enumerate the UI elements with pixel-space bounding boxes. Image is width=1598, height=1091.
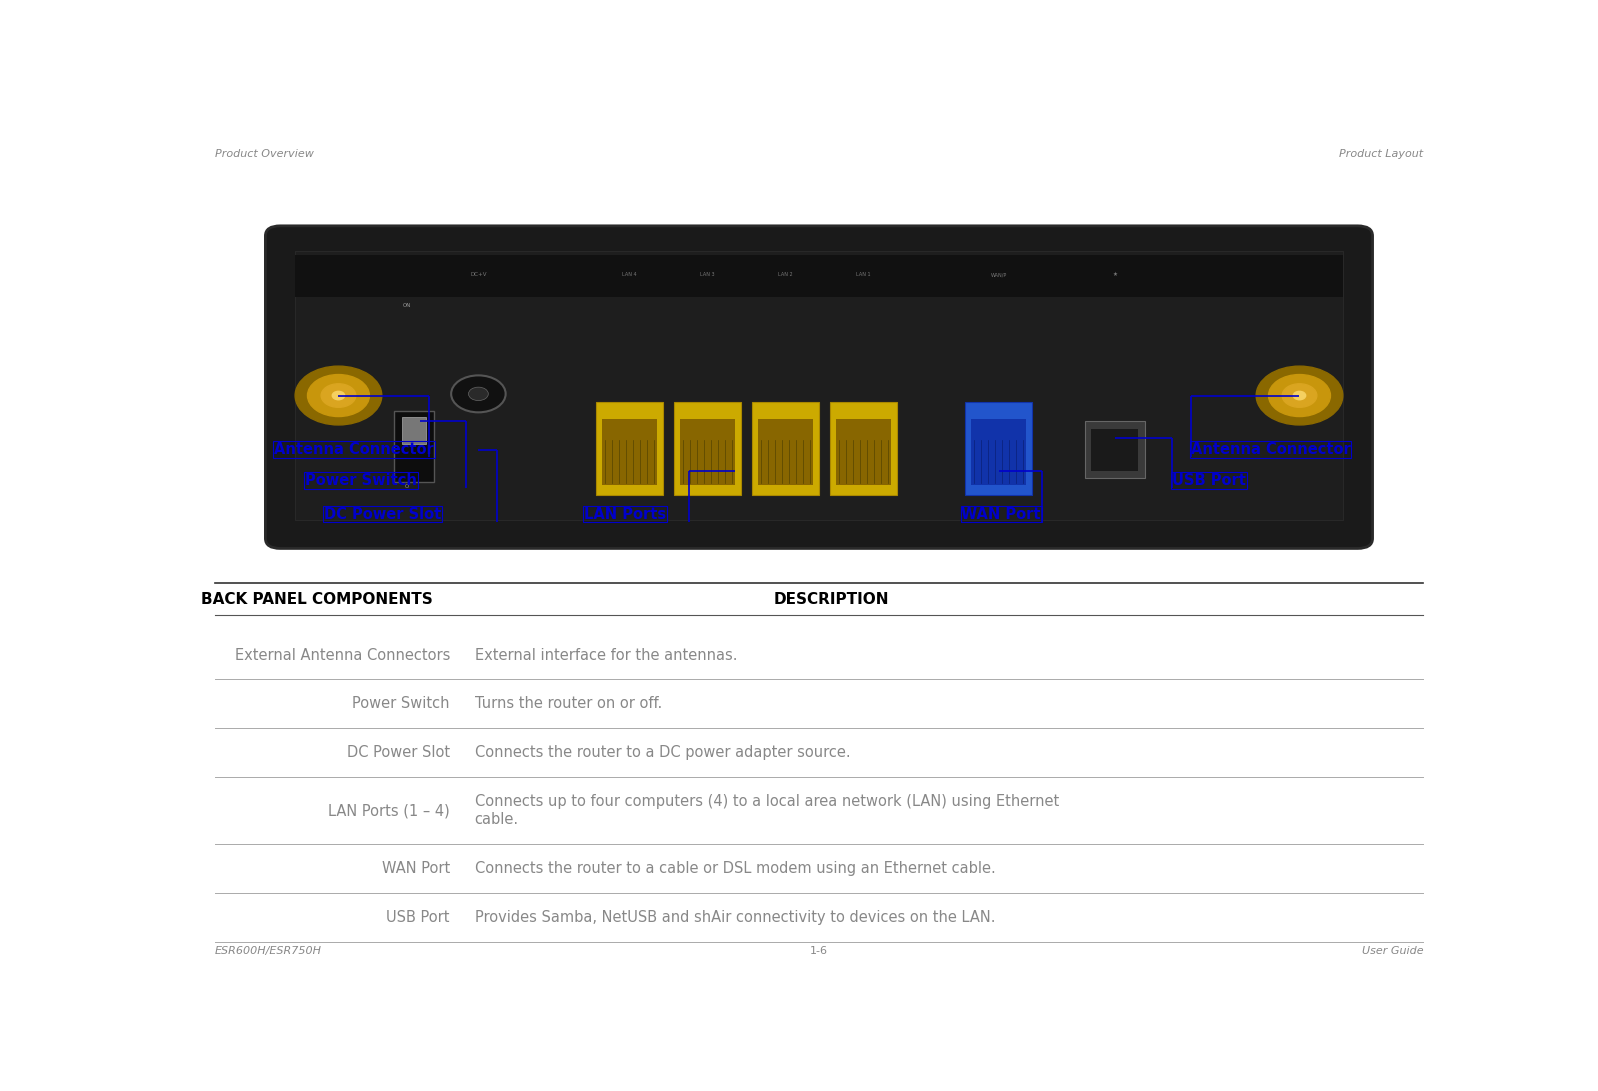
Circle shape <box>1269 374 1331 417</box>
Bar <box>759 419 813 484</box>
Text: ON: ON <box>403 303 411 308</box>
Circle shape <box>468 387 489 400</box>
Bar <box>836 419 890 484</box>
Text: DESCRIPTION: DESCRIPTION <box>773 592 888 608</box>
Text: ESR600H/ESR750H: ESR600H/ESR750H <box>214 946 321 956</box>
Text: LAN 2: LAN 2 <box>778 272 793 277</box>
Text: DC Power Slot: DC Power Slot <box>323 506 441 521</box>
Text: LAN Ports: LAN Ports <box>583 506 666 521</box>
Bar <box>596 403 663 494</box>
Text: Power Switch: Power Switch <box>305 473 417 488</box>
Circle shape <box>1293 392 1306 399</box>
Text: Connects the router to a cable or DSL modem using an Ethernet cable.: Connects the router to a cable or DSL mo… <box>475 861 996 876</box>
Text: Product Overview: Product Overview <box>214 149 313 159</box>
Text: WAN Port: WAN Port <box>382 861 451 876</box>
Bar <box>395 410 433 482</box>
Text: LAN 4: LAN 4 <box>622 272 638 277</box>
Bar <box>829 403 896 494</box>
Text: User Guide: User Guide <box>1361 946 1424 956</box>
Circle shape <box>451 375 505 412</box>
Bar <box>753 403 820 494</box>
Bar <box>674 403 741 494</box>
Text: External Antenna Connectors: External Antenna Connectors <box>235 648 451 662</box>
Text: LAN 1: LAN 1 <box>857 272 871 277</box>
Text: USB Port: USB Port <box>1171 473 1246 488</box>
Text: Antenna Connector: Antenna Connector <box>1191 442 1350 457</box>
FancyBboxPatch shape <box>265 226 1373 549</box>
Circle shape <box>1282 384 1317 407</box>
Text: BACK PANEL COMPONENTS: BACK PANEL COMPONENTS <box>201 592 433 608</box>
Text: Product Layout: Product Layout <box>1339 149 1424 159</box>
Bar <box>1091 429 1138 471</box>
Circle shape <box>332 392 345 399</box>
Text: External interface for the antennas.: External interface for the antennas. <box>475 648 737 662</box>
Text: DC+V: DC+V <box>470 272 487 277</box>
Bar <box>972 419 1026 484</box>
Text: Connects the router to a DC power adapter source.: Connects the router to a DC power adapte… <box>475 745 850 760</box>
Circle shape <box>296 367 382 424</box>
Text: LAN 3: LAN 3 <box>700 272 714 277</box>
Text: WAN Port: WAN Port <box>962 506 1040 521</box>
Text: USB Port: USB Port <box>387 910 451 925</box>
Bar <box>1085 421 1144 478</box>
Circle shape <box>321 384 356 407</box>
Bar <box>602 419 657 484</box>
Text: Power Switch: Power Switch <box>353 696 451 711</box>
Bar <box>296 255 1342 297</box>
Text: Antenna Connector: Antenna Connector <box>275 442 433 457</box>
Bar <box>681 419 735 484</box>
Circle shape <box>307 374 369 417</box>
Bar <box>401 418 427 444</box>
Text: Provides Samba, NetUSB and shAir connectivity to devices on the LAN.: Provides Samba, NetUSB and shAir connect… <box>475 910 996 925</box>
Text: O: O <box>404 483 409 489</box>
Text: LAN Ports (1 – 4): LAN Ports (1 – 4) <box>328 803 451 818</box>
Text: Turns the router on or off.: Turns the router on or off. <box>475 696 662 711</box>
Text: ★: ★ <box>1112 272 1117 277</box>
Text: 1-6: 1-6 <box>810 946 828 956</box>
Text: Connects up to four computers (4) to a local area network (LAN) using Ethernet
c: Connects up to four computers (4) to a l… <box>475 794 1059 827</box>
Text: WAN/P: WAN/P <box>991 272 1007 277</box>
Bar <box>296 251 1342 520</box>
Circle shape <box>1256 367 1342 424</box>
Bar <box>965 403 1032 494</box>
Text: DC Power Slot: DC Power Slot <box>347 745 451 760</box>
